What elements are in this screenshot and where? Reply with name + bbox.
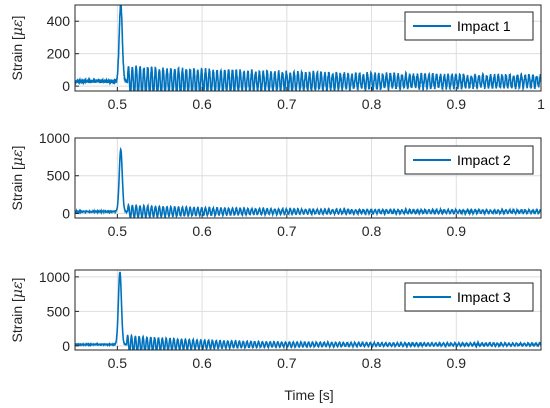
x-tick-label: 0.5 <box>108 355 128 371</box>
y-axis-label: Strain [με] <box>9 278 26 343</box>
y-axis-label: Strain [με] <box>9 16 26 81</box>
x-tick-label: 0.8 <box>362 96 382 112</box>
axes-frame <box>74 137 542 219</box>
x-tick-label: 0.5 <box>108 223 128 239</box>
x-tick-label: 0.7 <box>277 355 297 371</box>
axes-frame <box>74 269 542 351</box>
x-tick-label: 0.9 <box>447 96 467 112</box>
chart-panel-3: 0.5 0.6 0.7 0.8 0.9 0 500 1000 Strain [με] Impact… <box>9 269 542 371</box>
legend: Impact 1 <box>404 11 534 41</box>
x-tick-label: 0.6 <box>192 355 212 371</box>
x-tick-label: 0.7 <box>277 96 297 112</box>
x-tick-label: 0.8 <box>362 355 382 371</box>
series-line-impact-1 <box>75 5 541 91</box>
legend-label: Impact 3 <box>457 289 511 305</box>
series-line-impact-2 <box>75 146 541 218</box>
y-tick-label: 0 <box>62 205 70 221</box>
y-tick-label: 0 <box>62 338 70 354</box>
y-tick-label: 400 <box>47 13 71 29</box>
y-tick-label: 500 <box>47 303 71 319</box>
legend: Impact 2 <box>404 145 534 175</box>
y-tick-label: 0 <box>62 78 70 94</box>
y-tick-label: 1000 <box>39 269 70 285</box>
x-tick-label: 0.7 <box>277 223 297 239</box>
x-tick-label: 0.8 <box>362 223 382 239</box>
x-tick-label: 0.9 <box>447 355 467 371</box>
x-tick-label: 1 <box>537 96 545 112</box>
x-tick-label: 0.5 <box>108 96 128 112</box>
series-line-impact-3 <box>75 271 541 350</box>
x-axis-label: Time [s] <box>284 387 333 403</box>
x-tick-label: 0.9 <box>447 223 467 239</box>
chart-panel-2: 0.5 0.6 0.7 0.8 0.9 0 500 1000 Strain [με] Impact… <box>9 130 542 239</box>
y-axis-label: Strain [με] <box>9 146 26 211</box>
chart-panel-1: 0.5 0.6 0.7 0.8 0.9 1 0 200 400 Strain [με] Impact… <box>9 4 545 112</box>
legend: Impact 3 <box>404 282 534 312</box>
legend-label: Impact 1 <box>457 18 511 34</box>
axes-frame <box>74 4 542 92</box>
y-tick-label: 1000 <box>39 130 70 146</box>
x-tick-label: 0.6 <box>192 96 212 112</box>
legend-label: Impact 2 <box>457 152 511 168</box>
y-tick-label: 200 <box>47 46 71 62</box>
x-tick-label: 0.6 <box>192 223 212 239</box>
y-tick-label: 500 <box>47 168 71 184</box>
